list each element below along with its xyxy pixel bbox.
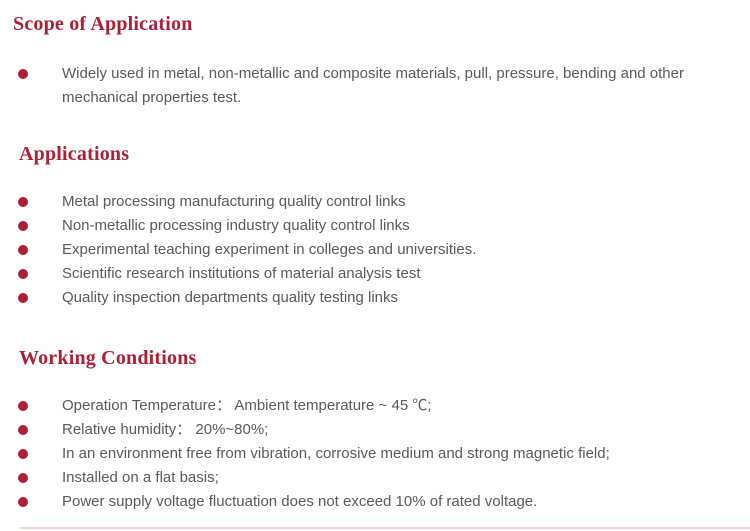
- list-item-text: Widely used in metal, non-metallic and c…: [62, 65, 684, 106]
- list-item: Non-metallic processing industry quality…: [0, 214, 750, 238]
- bullet-list: Widely used in metal, non-metallic and c…: [0, 62, 750, 110]
- list-item-text: Experimental teaching experiment in coll…: [62, 241, 477, 258]
- list-item: Quality inspection departments quality t…: [0, 286, 750, 310]
- list-item-text: Installed on a flat basis;: [62, 469, 219, 486]
- list-item: Widely used in metal, non-metallic and c…: [0, 62, 750, 110]
- bullet-icon: [18, 401, 28, 411]
- bullet-icon: [18, 69, 28, 79]
- list-item: Operation Temperature： Ambient temperatu…: [0, 394, 750, 418]
- section-applications: Applications Metal processing manufactur…: [0, 142, 750, 310]
- list-item-text: Scientific research institutions of mate…: [62, 265, 421, 282]
- bullet-icon: [18, 293, 28, 303]
- list-item: In an environment free from vibration, c…: [0, 442, 750, 466]
- section-title: Working Conditions: [19, 347, 197, 369]
- list-item: Relative humidity： 20%~80%;: [0, 418, 750, 442]
- list-item-text: Quality inspection departments quality t…: [62, 289, 399, 306]
- bullet-list: Metal processing manufacturing quality c…: [0, 190, 750, 310]
- bullet-icon: [18, 425, 28, 435]
- section-working-conditions: Working Conditions Operation Temperature…: [0, 346, 750, 514]
- section-title: Scope of Application: [13, 13, 193, 35]
- bullet-icon: [18, 197, 28, 207]
- bullet-icon: [18, 449, 28, 459]
- section-title: Applications: [19, 143, 130, 165]
- bullet-icon: [18, 221, 28, 231]
- list-item: Installed on a flat basis;: [0, 466, 750, 490]
- list-item: Scientific research institutions of mate…: [0, 262, 750, 286]
- list-item: Metal processing manufacturing quality c…: [0, 190, 750, 214]
- list-item-text: Relative humidity： 20%~80%;: [62, 421, 269, 438]
- bottom-divider: [20, 527, 750, 529]
- list-item-text: Power supply voltage fluctuation does no…: [62, 493, 538, 510]
- list-item: Power supply voltage fluctuation does no…: [0, 490, 750, 514]
- list-item: Experimental teaching experiment in coll…: [0, 238, 750, 262]
- bullet-list: Operation Temperature： Ambient temperatu…: [0, 394, 750, 514]
- section-scope-of-application: Scope of Application Widely used in meta…: [0, 12, 750, 110]
- bullet-icon: [18, 245, 28, 255]
- list-item-text: In an environment free from vibration, c…: [62, 445, 610, 462]
- bullet-icon: [18, 269, 28, 279]
- list-item-text: Metal processing manufacturing quality c…: [62, 193, 406, 210]
- list-item-text: Operation Temperature： Ambient temperatu…: [62, 397, 432, 414]
- bullet-icon: [18, 473, 28, 483]
- bullet-icon: [18, 497, 28, 507]
- list-item-text: Non-metallic processing industry quality…: [62, 217, 410, 234]
